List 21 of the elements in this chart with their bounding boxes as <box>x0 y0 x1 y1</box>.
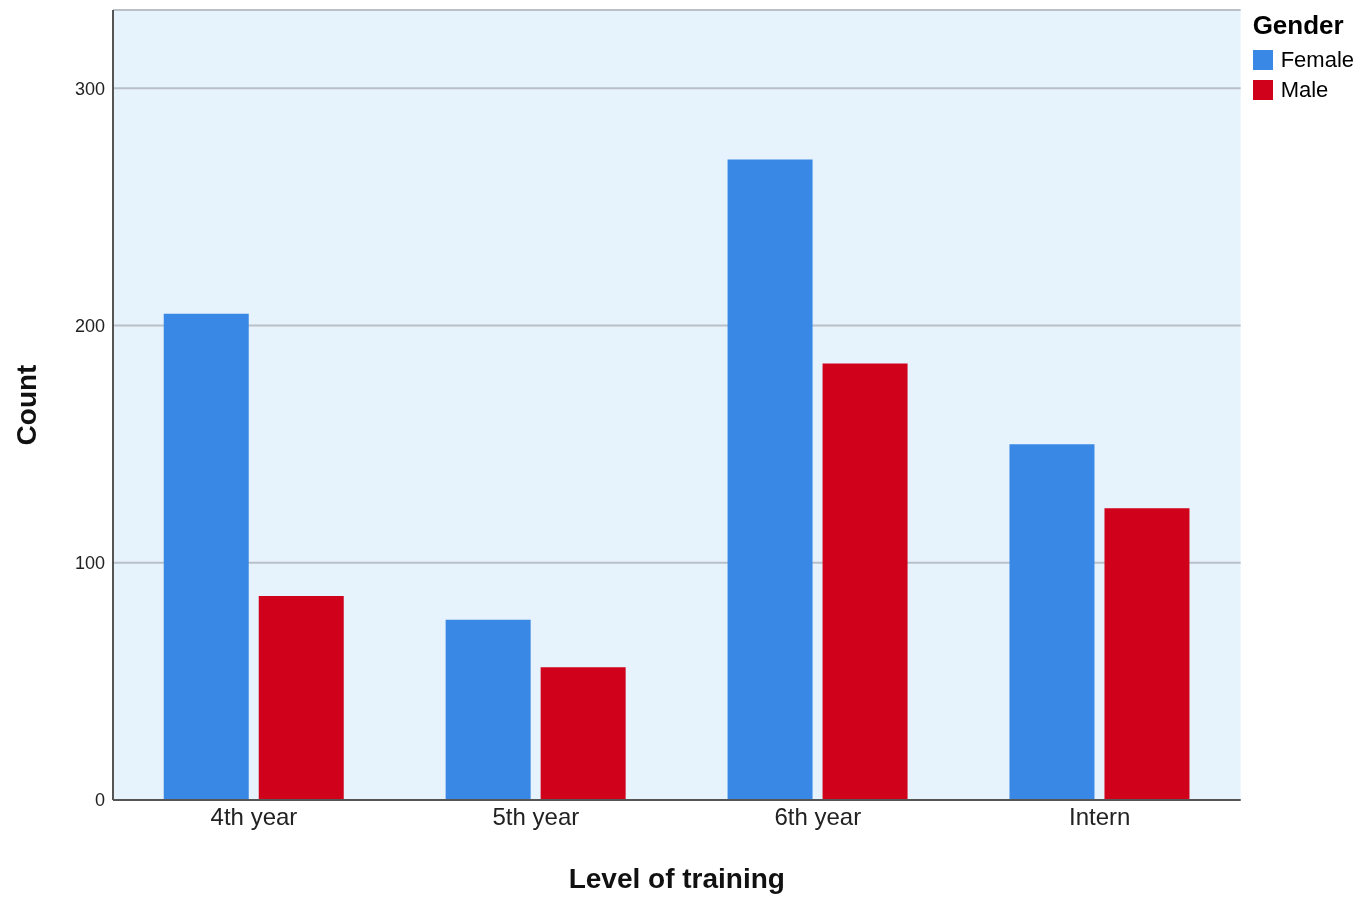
bar <box>1009 444 1095 800</box>
bar <box>822 363 908 800</box>
x-tick-label: 5th year <box>492 803 580 831</box>
bar <box>540 667 626 800</box>
x-tick-label: 6th year <box>774 803 862 831</box>
x-tick-label: 4th year <box>210 803 298 831</box>
bar <box>1104 508 1190 800</box>
bar <box>445 619 531 800</box>
legend-title: Gender <box>1252 10 1345 41</box>
bar <box>163 313 249 800</box>
y-axis-title: Count <box>10 364 42 446</box>
x-axis-title: Level of training <box>568 863 785 894</box>
legend-label: Female <box>1280 47 1354 73</box>
x-tick-label: Intern <box>1069 803 1131 831</box>
y-tick-label: 300 <box>74 78 105 99</box>
y-tick-label: 100 <box>74 553 105 574</box>
bar <box>727 159 813 800</box>
bar <box>258 595 344 800</box>
y-tick-label: 0 <box>94 790 105 811</box>
legend-label: Male <box>1280 77 1329 103</box>
y-tick-label: 200 <box>74 315 105 336</box>
